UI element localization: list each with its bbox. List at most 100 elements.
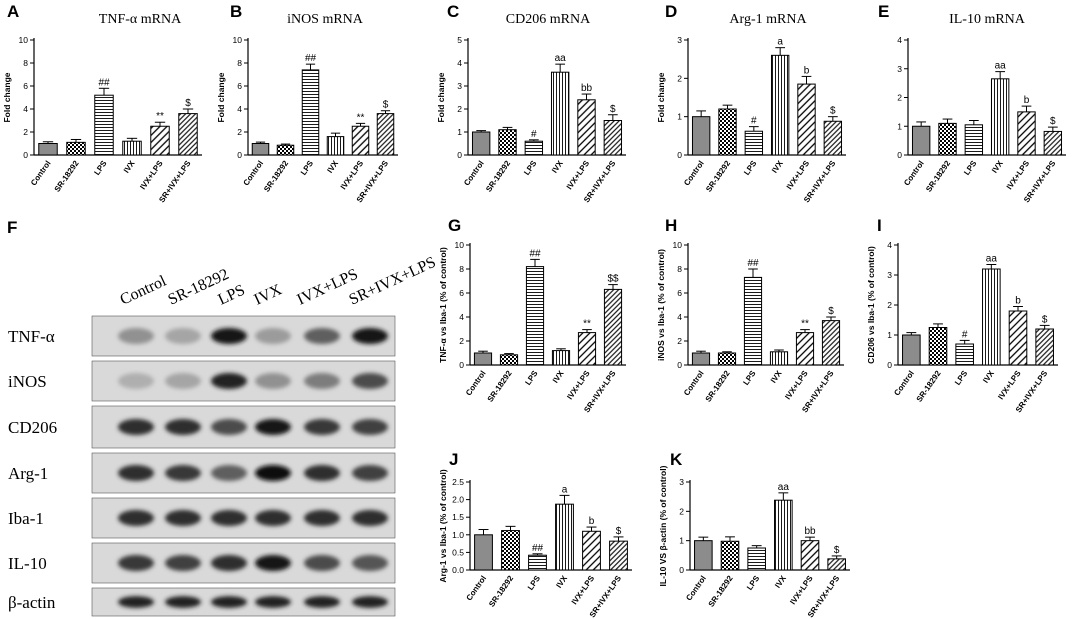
bar-control: [251, 143, 270, 156]
y-tick-label: 2: [897, 93, 902, 103]
blot-band: [255, 419, 291, 435]
y-tick-label: 2.5: [452, 477, 464, 487]
bar-lps: [743, 276, 763, 366]
bar-ivx-lps: [150, 125, 170, 156]
x-tick-label: SR-18292: [915, 369, 943, 404]
bar-sr-18292: [501, 530, 520, 571]
bar-sr-18292: [276, 144, 295, 156]
x-tick-label: IVX: [770, 158, 785, 174]
significance-label: $: [1050, 116, 1056, 127]
bar-ivx-lps: [582, 530, 601, 571]
x-tick-label: IVX: [554, 573, 569, 589]
y-tick-label: 3: [897, 64, 902, 74]
chart-panel-j: J 0.0 0.5 1.0 1.5 2.0 2.5 Arg-1 vs Iba-1 (% of …: [438, 450, 632, 619]
bar-control: [694, 540, 713, 571]
y-tick-label: 4: [677, 312, 682, 322]
blot-band: [118, 419, 154, 435]
y-tick-label: 6: [459, 288, 464, 298]
y-axis-label: Arg-1 vs Iba-1 (% of control): [438, 469, 448, 583]
blot-band: [255, 328, 291, 344]
y-tick-label: 6: [237, 81, 242, 91]
significance-label: aa: [555, 53, 567, 64]
blot-row-inos: iNOS: [8, 360, 396, 402]
x-tick-label: LPS: [953, 368, 970, 386]
significance-label: $: [185, 98, 191, 109]
blot-band: [255, 596, 291, 608]
bar-sr-ivx-lps: [609, 540, 628, 571]
y-tick-label: 1.5: [452, 512, 464, 522]
x-tick-label: LPS: [741, 368, 758, 386]
x-tick-label: IVX: [769, 368, 784, 384]
x-tick-label: Control: [684, 574, 708, 602]
panel-letter: F: [7, 218, 17, 237]
panel-letter: H: [665, 216, 677, 235]
blot-band: [255, 373, 291, 389]
blot-row-label: CD206: [8, 418, 57, 437]
significance-label: $: [616, 526, 622, 537]
x-tick-label: SR-18292: [487, 574, 515, 609]
y-axis-label: CD206 vs Iba-1 (% of control): [866, 246, 876, 364]
chart-panel-g: G 0 2 4 6 8 10 TNF-α vs Iba-1 (% of control) Con…: [438, 216, 626, 414]
bar-sr-ivx-lps: [827, 558, 846, 571]
blot-band: [211, 419, 247, 435]
y-tick-label: 0: [897, 150, 902, 160]
x-tick-label: IVX+LPS: [339, 158, 366, 191]
blot-band: [165, 596, 201, 608]
bar-sr-ivx-lps: [178, 113, 198, 156]
y-tick-label: 2: [677, 336, 682, 346]
chart-title: Arg-1 mRNA: [729, 12, 807, 27]
blot-row-arg-1: Arg-1: [8, 452, 396, 494]
significance-label: **: [156, 111, 164, 122]
blot-band: [118, 596, 154, 608]
bar-control: [471, 131, 491, 156]
x-tick-label: IVX+LPS: [138, 158, 165, 191]
bar-ivx-lps: [577, 332, 597, 366]
y-axis-label: Fold change: [436, 72, 446, 122]
x-tick-label: IVX+LPS: [565, 368, 592, 401]
bar-ivx-lps: [577, 99, 596, 156]
significance-label: aa: [986, 254, 998, 265]
significance-label: $: [830, 106, 836, 117]
bar-sr-ivx-lps: [823, 120, 843, 156]
y-tick-label: 8: [237, 58, 242, 68]
y-tick-label: 1: [897, 121, 902, 131]
blot-band: [304, 596, 340, 608]
blot-row-iba-1: Iba-1: [8, 497, 396, 539]
blot-band: [118, 555, 154, 571]
bar-ivx: [555, 503, 574, 571]
x-tick-label: LPS: [299, 158, 316, 176]
blot-band: [118, 373, 154, 389]
bar-ivx: [770, 54, 790, 156]
panel-letter: D: [665, 2, 677, 21]
x-tick-label: LPS: [745, 573, 762, 591]
blot-row-tnf-: TNF-α: [8, 315, 396, 357]
x-tick-label: IVX+LPS: [570, 573, 597, 606]
significance-label: a: [562, 484, 568, 495]
y-tick-label: 4: [237, 104, 242, 114]
bar-ivx: [550, 71, 570, 156]
blot-band: [211, 596, 247, 608]
significance-label: b: [1024, 95, 1030, 106]
y-tick-label: 0.5: [452, 547, 464, 557]
bar-lps: [964, 124, 984, 156]
bar-sr-18292: [717, 352, 737, 366]
blot-band: [211, 465, 247, 481]
bar-sr-18292: [66, 141, 86, 156]
y-tick-label: 0: [23, 150, 28, 160]
y-tick-label: 2: [887, 300, 892, 310]
x-tick-label: IVX: [122, 158, 137, 174]
blot-row-label: β-actin: [8, 593, 56, 612]
lane-label: IVX: [252, 281, 285, 309]
x-tick-label: IVX: [981, 368, 996, 384]
x-tick-label: SR-18292: [704, 369, 732, 404]
bar-ivx: [774, 499, 793, 571]
blot-band: [304, 465, 340, 481]
panel-letter: J: [449, 450, 458, 469]
bar-control: [473, 352, 493, 366]
y-tick-label: 2: [23, 127, 28, 137]
bar-ivx-lps: [795, 332, 815, 366]
blot-band: [304, 328, 340, 344]
bar-lps: [301, 69, 320, 156]
blot-band: [255, 555, 291, 571]
